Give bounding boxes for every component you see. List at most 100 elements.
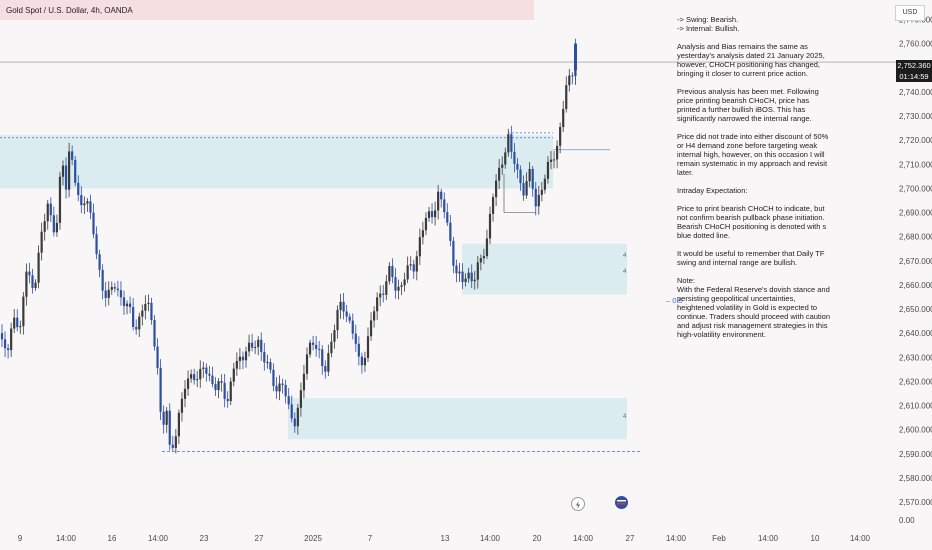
candle-body	[400, 285, 403, 287]
candle-body	[199, 368, 202, 380]
candle-body	[98, 254, 101, 270]
candle-body	[440, 191, 443, 200]
candle-body	[113, 287, 116, 289]
x-tick-label: 14:00	[758, 534, 779, 543]
candle-body	[296, 407, 299, 427]
candle-body	[80, 195, 83, 206]
candle-body	[37, 252, 40, 283]
note-line: Intraday Expectation:	[677, 186, 748, 195]
note-line: later.	[677, 168, 694, 177]
candle-body	[156, 346, 159, 368]
y-tick-label: 2,660.000	[899, 281, 932, 290]
candle-body	[116, 288, 119, 291]
y-tick-label: 2,640.000	[899, 329, 932, 338]
candle-body	[330, 341, 333, 354]
candle-body	[510, 134, 513, 152]
candle-body	[132, 306, 135, 327]
candle-body	[235, 360, 238, 369]
candle-body	[470, 272, 473, 282]
candle-body	[226, 398, 229, 402]
candle-body	[363, 357, 367, 366]
candle-body	[238, 356, 241, 361]
candle-body	[190, 374, 193, 379]
candle-body	[501, 164, 504, 168]
candle-body	[110, 287, 113, 290]
last-price: 2,752.360	[897, 61, 931, 70]
candle-body	[217, 381, 220, 391]
candle-body	[244, 351, 248, 361]
note-line: printed a further bullish iBOS. This has	[677, 105, 806, 114]
x-tick-label: 20	[533, 534, 542, 543]
candle-body	[495, 180, 498, 198]
supply-zone	[0, 135, 553, 189]
candle-body	[336, 309, 339, 331]
currency-button[interactable]: USD	[895, 5, 925, 21]
candle-body	[552, 159, 556, 161]
note-line: Analysis and Bias remains the same as	[677, 42, 808, 51]
candle-body	[177, 412, 180, 437]
candle-body	[147, 302, 150, 304]
x-tick-label: 7	[368, 534, 373, 543]
candle-body	[391, 265, 394, 278]
candle-body	[229, 381, 232, 402]
note-line: Bearish CHoCH positioning is denoted wit…	[677, 222, 827, 231]
candle-body	[452, 240, 455, 266]
candle-body	[40, 231, 43, 253]
candle-body	[89, 201, 92, 213]
zone-label-1: 4	[623, 253, 627, 259]
note-line: however, CHoCH positioning has changed,	[677, 60, 821, 69]
candle-body	[321, 349, 324, 367]
candle-body	[58, 176, 62, 223]
candle-body	[135, 326, 138, 330]
note-line: blue dotted line.	[677, 231, 730, 240]
candle-body	[308, 342, 312, 355]
candle-body	[92, 212, 95, 235]
note-line: Price to print bearish CHoCH to indicate…	[677, 204, 825, 213]
candle-body	[196, 379, 199, 381]
candle-body	[315, 344, 318, 349]
candle-body	[162, 411, 165, 425]
candle-body	[498, 167, 501, 181]
candle-body	[125, 303, 129, 307]
candle-body	[430, 211, 434, 218]
candle-body	[83, 203, 86, 206]
candle-body	[241, 356, 245, 361]
candle-body	[3, 339, 7, 349]
candle-body	[519, 169, 522, 184]
lightning-icon[interactable]	[571, 497, 585, 511]
bar-countdown: 01:14:59	[899, 72, 929, 81]
candle-body	[55, 222, 58, 233]
y-tick-label: 2,690.000	[899, 209, 932, 218]
flag-icon[interactable]	[615, 496, 628, 509]
y-tick-label: 2,710.000	[899, 160, 932, 169]
candle-body	[144, 303, 147, 311]
candle-body	[220, 381, 223, 383]
candle-body	[269, 362, 272, 370]
candle-body	[10, 328, 13, 351]
candle-body	[16, 317, 19, 328]
candle-body	[537, 194, 540, 207]
candle-body	[379, 293, 382, 298]
x-tick-label: 16	[108, 534, 117, 543]
x-tick-label: 14:00	[666, 534, 687, 543]
zone-label-3: 4	[623, 414, 627, 420]
x-tick-label: 14:00	[480, 534, 501, 543]
y-tick-label: 2,600.000	[899, 426, 932, 435]
symbol-title: Gold Spot / U.S. Dollar, 4h, OANDA	[6, 6, 133, 15]
note-line: continue. Traders should proceed with ca…	[677, 312, 831, 321]
candle-body	[305, 354, 309, 374]
candle-body	[528, 168, 531, 182]
candle-body	[467, 272, 470, 279]
note-gap	[677, 123, 847, 132]
note-line: significantly narrowed the internal rang…	[677, 114, 812, 123]
candle-body	[302, 373, 306, 391]
y-tick-label: 2,590.000	[899, 450, 932, 459]
candle-body	[153, 320, 156, 347]
candle-body	[409, 264, 412, 266]
candle-body	[424, 217, 428, 231]
candle-body	[22, 296, 25, 327]
candle-body	[119, 290, 123, 298]
candle-body	[388, 265, 391, 282]
